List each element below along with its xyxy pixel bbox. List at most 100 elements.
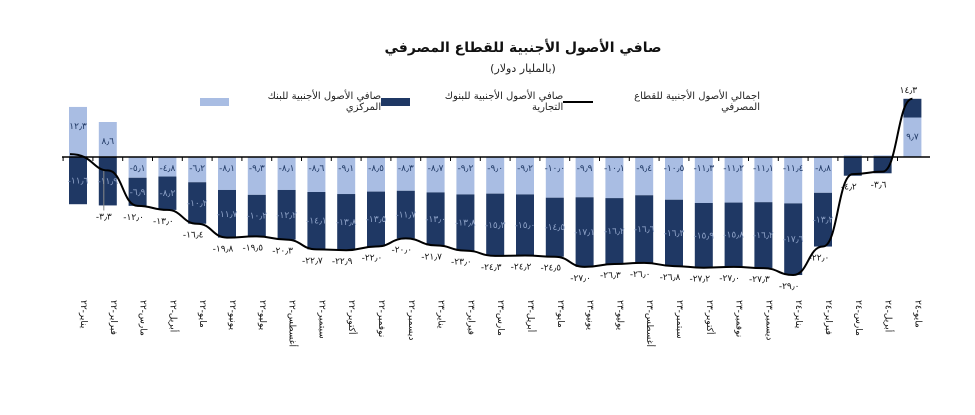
- data-label-commercial: -١١٫٧: [217, 210, 238, 220]
- data-label-commercial: -١٣٫٨: [336, 218, 357, 228]
- data-label-total: -٢٩٫٠: [779, 282, 800, 292]
- data-label-central: -٤٫٨: [159, 164, 175, 174]
- bar-central: [575, 157, 594, 198]
- bar-commercial: [754, 202, 773, 269]
- bar-commercial: [396, 190, 415, 239]
- bar-central: [724, 157, 743, 203]
- bar-central: [784, 157, 803, 204]
- legend-label-central: صافي الأصول الأجنبية للبنك المركزي: [267, 91, 382, 113]
- data-label-total: -٢٢٫٩: [332, 257, 353, 267]
- data-label-total: -٢٦٫٣: [600, 271, 621, 281]
- data-label-total: -٢٤٫٥: [540, 264, 561, 274]
- x-tick-label: يوليو-٢٣: [614, 300, 624, 331]
- data-label-central: -٩٫٣: [249, 164, 265, 174]
- x-tick-label: فبراير-٢٣: [465, 300, 475, 335]
- bar-central: [754, 157, 773, 203]
- data-label-central: -١١٫٢: [723, 164, 744, 174]
- data-label-central: -١١٫١: [753, 164, 774, 174]
- data-label-total: -٢٢٫٠: [362, 254, 383, 264]
- bar-central: [903, 117, 922, 157]
- data-label-commercial: -١٠٫٢: [246, 212, 267, 222]
- data-label-central: -٩٫٩: [577, 164, 593, 174]
- data-label-total: -٢٦٫٨: [660, 273, 681, 283]
- bar-central: [665, 157, 683, 200]
- data-label-total: -٢٠٫٠: [391, 245, 412, 255]
- x-tick-label: يناير-٢٣: [436, 300, 446, 329]
- legend-item-total: اجمالي الأصول الأجنبية للقطاع المصرفي: [563, 91, 760, 113]
- data-label-total: -١٣٫٠: [153, 217, 174, 227]
- data-label-central: -٩٫٢: [457, 164, 473, 174]
- x-tick-label: مارس-٢٢: [138, 300, 148, 336]
- legend-swatch-central: [200, 98, 230, 106]
- bar-central: [98, 121, 117, 157]
- data-label-total: -١٦٫٤: [183, 231, 204, 241]
- data-label-total: -١٩٫٥: [242, 243, 263, 253]
- data-label-central: ٨٫٦: [102, 137, 115, 147]
- data-label-total: -٣٫٦: [871, 180, 887, 190]
- data-label-central: ٩٫٧: [906, 133, 919, 143]
- bar-commercial: [337, 194, 356, 251]
- data-label-central: -٩٫٢: [517, 164, 533, 174]
- data-label-commercial: -١٥٫٩: [693, 231, 714, 241]
- bar-commercial: [486, 193, 505, 256]
- x-tick-label: نوفمبر-٢٢: [376, 300, 386, 337]
- data-label-central: -٥٫١: [130, 164, 146, 174]
- x-tick-label: أغسطس-٢٣: [644, 300, 656, 347]
- data-label-commercial: -١٤٫١: [306, 217, 327, 227]
- data-label-commercial: -١٦٫٣: [664, 229, 685, 239]
- data-label-commercial: -١٣٫٢: [813, 216, 834, 226]
- data-label-commercial: -١٥٫٨: [723, 231, 744, 241]
- bar-commercial: [784, 203, 803, 276]
- data-label-central: ١٢٫٣: [69, 122, 87, 132]
- bar-central: [188, 157, 207, 183]
- x-tick-label: سبتمبر-٢٣: [674, 300, 684, 339]
- bar-central: [545, 157, 564, 198]
- bar-central: [277, 157, 296, 190]
- data-label-central: -٨٫٧: [428, 164, 444, 174]
- x-tick-label: مارس-٢٤: [853, 300, 863, 336]
- data-label-total: -٢٤٫٢: [511, 262, 532, 272]
- bar-commercial: [247, 194, 266, 237]
- data-label-central: -١٠٫١: [604, 164, 625, 174]
- data-label-central: -٩٫١: [338, 164, 354, 174]
- bar-central: [635, 157, 654, 196]
- line-total: [69, 97, 913, 277]
- data-label-commercial: -١٥٫٠: [515, 221, 536, 231]
- bar-central: [516, 157, 534, 195]
- data-label-commercial: -١٣٫٨: [455, 219, 476, 229]
- data-label-commercial: -٦٫٩: [130, 188, 146, 198]
- bar-commercial: [635, 195, 654, 263]
- data-label-total: -٢٧٫٠: [719, 274, 740, 284]
- x-tick-label: يناير-٢٤: [793, 300, 803, 329]
- bar-commercial: [724, 202, 743, 267]
- x-tick-label: فبراير-٢٢: [108, 300, 118, 335]
- bar-central: [307, 157, 326, 193]
- bar-central: [128, 157, 147, 178]
- data-label-total: -٢٣٫٠: [451, 258, 472, 268]
- data-label-total: -٢٠٫٣: [272, 247, 293, 257]
- bar-central: [158, 157, 177, 177]
- data-label-central: -١٠٫٥: [664, 164, 685, 174]
- bar-commercial: [128, 177, 147, 206]
- x-tick-label: سبتمبر-٢٢: [316, 300, 326, 339]
- x-tick-label: يناير-٢٢: [78, 300, 88, 329]
- data-label-central: -٨٫٦: [308, 164, 324, 174]
- data-label-central: -١١٫٣: [693, 164, 714, 174]
- bar-commercial: [665, 199, 683, 267]
- data-label-commercial: -١٧٫١: [574, 228, 595, 238]
- x-tick-label: يونيو-٢٣: [585, 300, 595, 330]
- bar-commercial: [277, 189, 296, 240]
- bar-commercial: [307, 192, 326, 250]
- legend-item-central: صافي الأصول الأجنبية للبنك المركزي: [200, 91, 381, 113]
- legend-item-commercial: صافي الأصول الأجنبية للبنوك التجارية: [381, 91, 563, 113]
- bar-commercial: [516, 194, 534, 256]
- data-label-commercial: -١١٫٩: [97, 177, 118, 187]
- x-tick-label: أكتوبر-٢٣: [704, 300, 716, 335]
- data-label-commercial: -١٣٫٠: [425, 215, 446, 225]
- bar-central: [814, 157, 832, 193]
- x-tick-label: ديسمبر-٢٢: [406, 300, 416, 340]
- bar-commercial: [69, 157, 87, 205]
- data-label-total: -٢٧٫٠: [570, 274, 591, 284]
- bar-central: [247, 157, 266, 195]
